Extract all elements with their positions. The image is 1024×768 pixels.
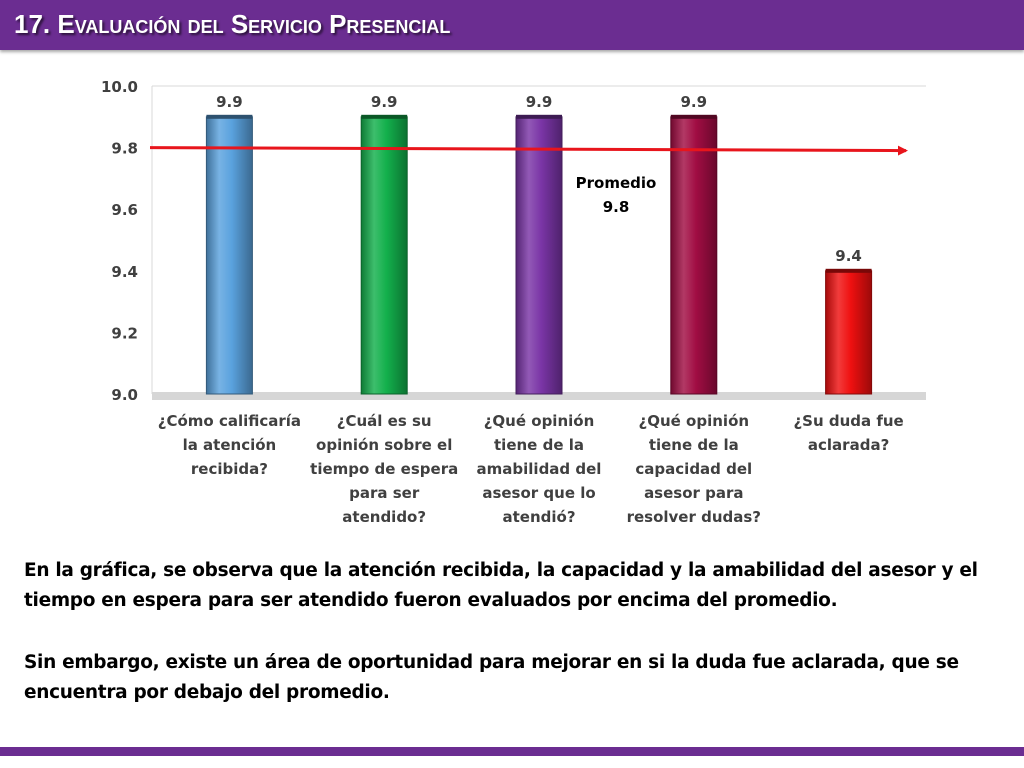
bar bbox=[825, 270, 873, 395]
y-tick-label: 9.2 bbox=[111, 324, 138, 342]
page-title: 17. Evaluación del Servicio Presencial bbox=[14, 9, 451, 39]
bar-chart: 9.0 9.2 9.4 9.6 9.8 10.0 9.9 ¿Cómo calificaría l… bbox=[101, 78, 926, 526]
x-tick-label: recibida? bbox=[191, 460, 268, 478]
x-tick-label: atendido? bbox=[342, 508, 426, 526]
average-value-label: 9.8 bbox=[603, 198, 630, 216]
bar bbox=[515, 116, 563, 395]
y-tick-label: 9.8 bbox=[111, 140, 138, 158]
x-tick-label: para ser bbox=[349, 484, 420, 502]
data-label: 9.9 bbox=[216, 93, 243, 111]
x-tick-label: capacidad del bbox=[635, 460, 752, 478]
x-tick-label: ¿Qué opinión bbox=[639, 412, 750, 430]
y-tick-label: 9.0 bbox=[111, 386, 138, 404]
x-tick-label: tiene de la bbox=[649, 436, 739, 454]
x-tick-label: tiempo de espera bbox=[310, 460, 458, 478]
bar-cap bbox=[825, 268, 872, 273]
bar-cap bbox=[670, 114, 717, 119]
x-tick-label: aclarada? bbox=[808, 436, 889, 454]
bar-cap bbox=[516, 114, 562, 119]
x-tick-label: atendió? bbox=[502, 508, 575, 526]
x-tick-label: asesor que lo bbox=[482, 484, 595, 502]
x-tick-label: ¿Qué opinión bbox=[484, 412, 595, 430]
bar-cap bbox=[361, 114, 408, 119]
y-tick-label: 9.6 bbox=[111, 201, 138, 219]
data-label: 9.9 bbox=[681, 93, 708, 111]
bar bbox=[205, 116, 253, 395]
y-tick-label: 10.0 bbox=[101, 78, 138, 96]
x-tick-label: amabilidad del bbox=[477, 460, 602, 478]
x-tick-label: tiene de la bbox=[494, 436, 584, 454]
bar bbox=[360, 116, 408, 395]
x-tick-label: ¿Cuál es su bbox=[337, 412, 432, 430]
x-tick-label: ¿Cómo calificaría bbox=[158, 412, 301, 430]
x-tick-label: asesor para bbox=[644, 484, 743, 502]
x-tick-label: opinión sobre el bbox=[316, 436, 452, 454]
footer-bar bbox=[0, 747, 1024, 756]
data-label: 9.4 bbox=[835, 247, 862, 265]
x-tick-label: ¿Su duda fue bbox=[793, 412, 903, 430]
x-tick-label: resolver dudas? bbox=[627, 508, 761, 526]
average-line bbox=[149, 145, 908, 156]
bar bbox=[670, 116, 718, 395]
analysis-paragraph-2: Sin embargo, existe un área de oportunid… bbox=[24, 652, 959, 703]
title-bar: 17. Evaluación del Servicio Presencial bbox=[0, 0, 1024, 50]
analysis-paragraph-1: En la gráfica, se observa que la atenció… bbox=[24, 560, 978, 611]
data-label: 9.9 bbox=[526, 93, 553, 111]
bar-cap bbox=[206, 114, 253, 119]
y-tick-label: 9.4 bbox=[111, 263, 138, 281]
average-label: Promedio bbox=[576, 174, 657, 192]
x-tick-label: la atención bbox=[183, 436, 277, 454]
data-label: 9.9 bbox=[371, 93, 398, 111]
x-axis-floor bbox=[152, 392, 926, 400]
